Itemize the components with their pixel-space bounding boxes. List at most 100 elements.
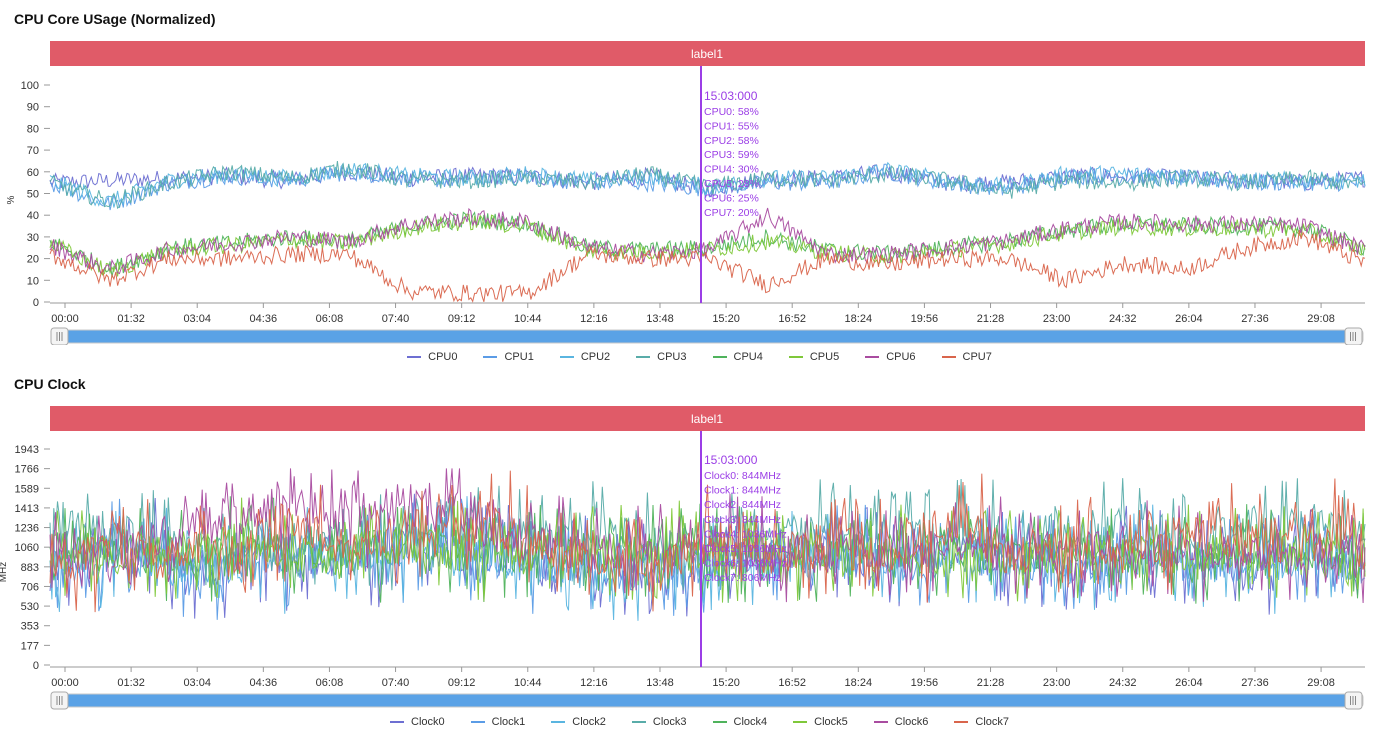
series-line-cpu7 — [49, 230, 1366, 303]
legend-item-clock3[interactable]: Clock3 — [631, 716, 687, 728]
legend-swatch — [712, 356, 727, 358]
cpu-usage-plot[interactable]: label1 % 0 10 20 30 40 50 60 70 80 90 100 00:00 01:… — [0, 0, 1399, 345]
legend-item-clock2[interactable]: Clock2 — [551, 716, 606, 728]
legend-label: Clock7 — [975, 716, 1009, 728]
x-tick-label: 26:04 — [1175, 313, 1203, 325]
tooltip-value: Clock6: 1036MHz — [704, 558, 787, 570]
x-tick-label: 06:08 — [316, 313, 344, 325]
tooltip-value: CPU6: 25% — [704, 192, 759, 204]
legend-swatch — [873, 721, 888, 723]
legend-swatch — [390, 721, 404, 723]
y-tick-label: 706 — [21, 581, 39, 593]
y-tick-label: 50 — [27, 189, 39, 201]
x-tick-label: 24:32 — [1109, 677, 1137, 689]
y-tick-label: 10 — [27, 275, 39, 287]
x-tick-label: 27:36 — [1241, 313, 1269, 325]
x-tick-label: 16:52 — [778, 677, 806, 689]
legend-label: Clock2 — [572, 716, 606, 728]
legend-swatch — [407, 356, 422, 358]
x-tick-label: 26:04 — [1175, 677, 1203, 689]
legend-swatch — [712, 721, 727, 723]
x-tick-label: 21:28 — [977, 313, 1005, 325]
legend-item-cpu3[interactable]: CPU3 — [636, 351, 687, 363]
y-tick-label: 353 — [21, 621, 39, 633]
legend-label: CPU2 — [580, 351, 611, 363]
legend-label: CPU3 — [657, 351, 687, 363]
tooltip-value: Clock0: 844MHz — [704, 470, 781, 482]
legend-item-cpu6[interactable]: CPU6 — [865, 351, 916, 363]
x-tick-label: 18:24 — [845, 677, 873, 689]
legend-item-cpu4[interactable]: CPU4 — [712, 351, 763, 363]
legend-item-cpu2[interactable]: CPU2 — [559, 351, 611, 363]
x-tick-label: 03:04 — [183, 313, 211, 325]
legend-item-cpu7[interactable]: CPU7 — [941, 351, 992, 363]
legend-item-clock0[interactable]: Clock0 — [390, 716, 445, 728]
legend-swatch — [865, 356, 880, 358]
legend-item-clock1[interactable]: Clock1 — [470, 716, 526, 728]
legend-label: Clock3 — [652, 716, 687, 728]
x-tick-label: 15:20 — [712, 313, 740, 325]
x-tick-label: 24:32 — [1109, 313, 1137, 325]
legend-swatch — [941, 356, 956, 358]
x-tick-label: 00:00 — [51, 677, 79, 689]
x-tick-label: 03:04 — [183, 677, 211, 689]
legend-item-clock4[interactable]: Clock4 — [712, 716, 768, 728]
tooltip-value: CPU1: 55% — [704, 120, 759, 132]
x-tick-label: 18:24 — [845, 313, 873, 325]
x-tick-label: 29:08 — [1307, 313, 1335, 325]
legend-swatch — [636, 356, 651, 358]
legend-item-cpu1[interactable]: CPU1 — [483, 351, 534, 363]
legend-label: Clock1 — [491, 716, 526, 728]
x-tick-label: 10:44 — [514, 677, 542, 689]
legend-swatch — [470, 721, 485, 723]
zoom-slider-track[interactable] — [50, 329, 1364, 344]
legend-item-clock7[interactable]: Clock7 — [954, 716, 1009, 728]
grip-icon — [56, 696, 63, 705]
legend-label: CPU1 — [504, 351, 534, 363]
tooltip-value: CPU0: 58% — [704, 106, 759, 118]
marker-band[interactable] — [50, 41, 1365, 66]
series-line-clock7 — [49, 470, 1366, 613]
x-tick-label: 04:36 — [250, 313, 278, 325]
legend-item-cpu5[interactable]: CPU5 — [788, 351, 840, 363]
x-tick-label: 21:28 — [977, 677, 1005, 689]
y-tick-label: 1413 — [15, 503, 39, 515]
y-tick-label: 70 — [27, 145, 39, 157]
tooltip-value: Clock2: 844MHz — [704, 499, 781, 511]
marker-band[interactable] — [50, 406, 1365, 431]
series-line-cpu3 — [49, 161, 1366, 210]
tooltip-time: 15:03:000 — [704, 89, 758, 103]
y-tick-label: 177 — [21, 640, 39, 652]
legend-swatch — [788, 356, 803, 358]
tooltip-value: CPU4: 30% — [704, 164, 759, 176]
series-line-cpu6 — [49, 207, 1366, 275]
cpu-clock-plot[interactable]: label1 MHz 0 177 353 530 706 883 1060 1236 1413 1… — [0, 365, 1399, 710]
legend-label: Clock4 — [733, 716, 768, 728]
tooltip-value: CPU5: 28% — [704, 178, 759, 190]
x-tick-label: 16:52 — [778, 313, 806, 325]
y-tick-label: 1589 — [15, 483, 39, 495]
y-axis-label: % — [6, 195, 17, 204]
tooltip-value: Clock3: 844MHz — [704, 514, 781, 526]
y-tick-label: 60 — [27, 167, 39, 179]
legend-swatch — [559, 356, 574, 358]
y-tick-label: 100 — [21, 80, 39, 92]
x-tick-label: 15:20 — [712, 677, 740, 689]
x-tick-label: 01:32 — [117, 677, 145, 689]
series-line-clock3 — [49, 478, 1366, 597]
legend-label: CPU5 — [809, 351, 840, 363]
chart-title: CPU Core USage (Normalized) — [14, 11, 216, 27]
legend-label: CPU7 — [962, 351, 992, 363]
legend-item-clock6[interactable]: Clock6 — [873, 716, 928, 728]
grip-icon — [1350, 332, 1356, 341]
y-tick-label: 0 — [33, 297, 39, 309]
marker-band-label: label1 — [691, 47, 723, 61]
x-tick-label: 01:32 — [117, 313, 145, 325]
legend-item-clock5[interactable]: Clock5 — [793, 716, 848, 728]
legend-item-cpu0[interactable]: CPU0 — [407, 351, 457, 363]
tooltip-value: Clock5: 1036MHz — [704, 543, 787, 555]
y-axis-label: MHz — [0, 562, 9, 583]
x-tick-label: 19:56 — [911, 313, 939, 325]
x-tick-label: 04:36 — [250, 677, 278, 689]
zoom-slider-track[interactable] — [50, 693, 1364, 708]
